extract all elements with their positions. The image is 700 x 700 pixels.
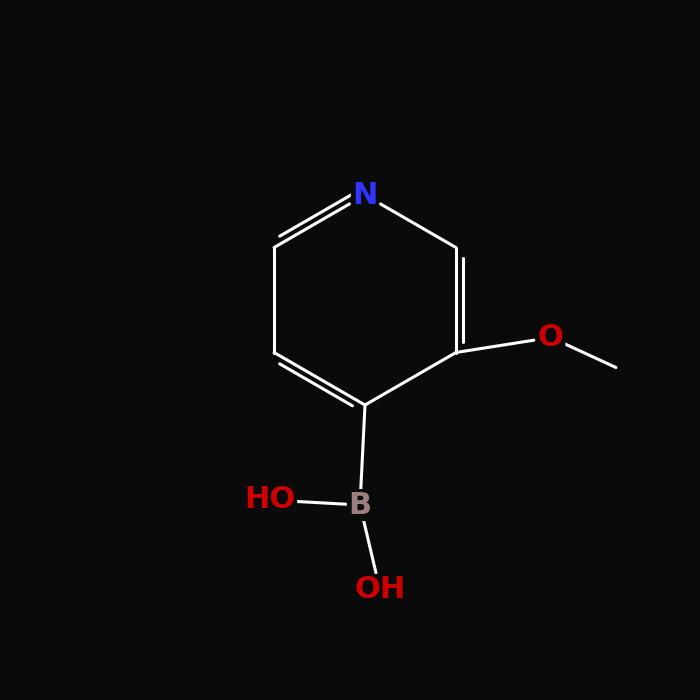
Text: OH: OH: [354, 575, 405, 605]
Text: B: B: [349, 491, 372, 519]
Text: O: O: [538, 323, 564, 352]
Text: HO: HO: [244, 486, 295, 514]
Text: N: N: [352, 181, 378, 209]
